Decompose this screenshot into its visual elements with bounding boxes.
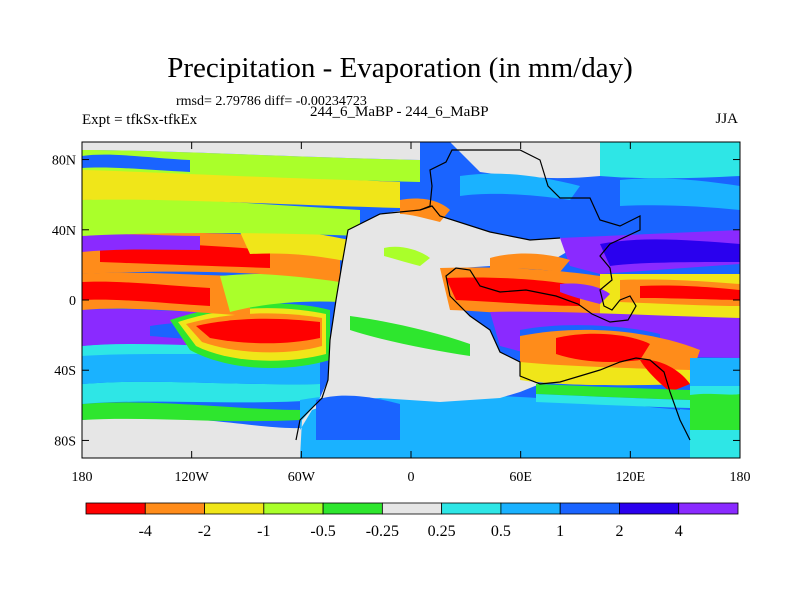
x-axis: 180 120W 60W 0 60E 120E 180 bbox=[72, 142, 751, 485]
landmass-green-small bbox=[384, 246, 430, 266]
colorbar-swatch bbox=[619, 502, 680, 515]
x-tick-label: 60E bbox=[509, 470, 532, 485]
north-polar-gray-west bbox=[82, 142, 420, 160]
x-tick-label: 120W bbox=[175, 470, 210, 485]
dipole-red-core bbox=[196, 318, 320, 344]
colorbar: -4 -2 -1 -0.5 -0.25 0.25 0.5 1 2 4 bbox=[85, 502, 739, 540]
east-subtropic-orange bbox=[490, 253, 570, 272]
north-midlat-yellow bbox=[82, 169, 400, 208]
colorbar-label: 0.25 bbox=[428, 523, 456, 540]
x-tick-label: 180 bbox=[730, 470, 751, 485]
experiment-label: Expt = tfkSx-tfkEx bbox=[82, 112, 198, 128]
east-south-red bbox=[556, 333, 650, 362]
season-label: JJA bbox=[715, 111, 738, 127]
equator-east-red-2 bbox=[640, 285, 740, 300]
x-tick-label: 60W bbox=[288, 470, 316, 485]
equator-west-green bbox=[220, 274, 340, 312]
landmass-interior bbox=[356, 275, 450, 330]
colorbar-swatch bbox=[263, 502, 324, 515]
coastline-north-edge bbox=[419, 205, 561, 241]
x-tick-label: 180 bbox=[72, 470, 93, 485]
y-tick-label: 0 bbox=[69, 294, 76, 309]
landmass-south-blue bbox=[316, 395, 400, 440]
stats-text: rmsd= 2.79786 diff= -0.00234723 bbox=[176, 94, 367, 109]
southeast-green bbox=[690, 393, 740, 430]
north-midlat-green bbox=[82, 198, 360, 236]
colorbar-swatch bbox=[559, 502, 620, 515]
colorbar-swatch bbox=[441, 502, 502, 515]
colorbar-label: -0.25 bbox=[366, 523, 399, 540]
north-east-lightblue bbox=[460, 173, 580, 200]
map-field bbox=[82, 142, 740, 458]
colorbar-swatch bbox=[381, 502, 443, 515]
colorbar-swatch bbox=[500, 502, 561, 515]
colorbar-swatch bbox=[204, 502, 265, 515]
colorbar-label: -4 bbox=[139, 523, 152, 540]
y-tick-label: 80N bbox=[52, 154, 76, 169]
comparison-label: 244_6_MaBP - 244_6_MaBP bbox=[310, 104, 489, 120]
x-tick-label: 120E bbox=[616, 470, 646, 485]
colorbar-label: 1 bbox=[556, 523, 564, 540]
north-subtropic-red bbox=[100, 244, 270, 268]
equator-east-purple-patch bbox=[560, 283, 610, 304]
east-south-cyan bbox=[536, 394, 690, 408]
coastlines bbox=[295, 149, 691, 441]
y-tick-label: 40N bbox=[52, 224, 76, 239]
north-subtropic-yellow bbox=[240, 230, 350, 262]
equator-west-red bbox=[82, 281, 210, 306]
southern-green-strip bbox=[82, 402, 300, 422]
colorbar-label: 2 bbox=[615, 523, 623, 540]
y-axis: 80N 40N 0 40S 80S bbox=[52, 154, 740, 449]
colorbar-swatch bbox=[85, 502, 146, 515]
y-tick-label: 40S bbox=[54, 364, 76, 379]
chart-title: Precipitation - Evaporation (in mm/day) bbox=[167, 52, 633, 84]
east-subtropic-darkblue bbox=[600, 239, 740, 266]
north-east-cyan bbox=[600, 142, 740, 179]
north-east-orange-patch bbox=[400, 198, 450, 222]
east-south-lightblue bbox=[690, 358, 740, 386]
colorbar-swatch bbox=[144, 502, 205, 515]
north-midlat-lightgreen bbox=[82, 150, 420, 182]
colorbar-label: 0.5 bbox=[491, 523, 511, 540]
landmass-green-patch bbox=[350, 316, 470, 356]
colorbar-label: -0.5 bbox=[310, 523, 335, 540]
colorbar-label: -2 bbox=[198, 523, 211, 540]
north-east-lightblue-2 bbox=[620, 178, 740, 210]
y-tick-label: 80S bbox=[54, 434, 76, 449]
colorbar-label: 4 bbox=[675, 523, 683, 540]
north-east-gray bbox=[450, 142, 600, 179]
x-tick-label: 0 bbox=[408, 470, 415, 485]
southern-gray-band bbox=[82, 417, 300, 458]
southern-cyan-strip bbox=[82, 381, 320, 404]
north-midlat-blue bbox=[82, 154, 190, 172]
colorbar-swatch bbox=[678, 502, 739, 515]
east-south-yellow bbox=[520, 362, 690, 386]
north-subtropic-purple bbox=[82, 234, 200, 252]
east-south-green bbox=[536, 384, 690, 400]
colorbar-label: -1 bbox=[257, 523, 270, 540]
colorbar-swatch bbox=[322, 502, 383, 515]
